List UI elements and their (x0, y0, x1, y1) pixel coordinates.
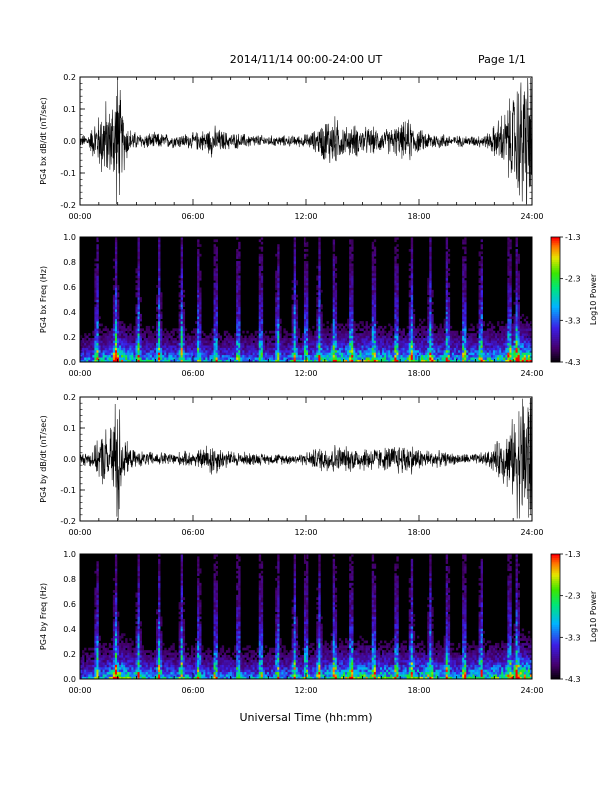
panel-3-series-line (79, 397, 533, 520)
panel-1-xtick-label: 18:00 (407, 212, 430, 221)
panel-3-xtick-label: 18:00 (407, 528, 430, 537)
panel-2-colorbar-tick: -1.3 (565, 233, 581, 242)
panel-2-xtick-label: 06:00 (181, 369, 204, 378)
panel-4-colorbar-label: Log10 Power (589, 590, 598, 642)
panel-2-spectrogram (80, 237, 533, 363)
panel-1-ytick-label: -0.2 (60, 201, 76, 210)
panel-2-ytick-label: 0.4 (63, 308, 76, 317)
panel-1-xtick-label: 00:00 (68, 212, 91, 221)
panel-4-colorbar: -1.3 -2.3 -3.3 -4.3 Log10 Power (550, 550, 598, 684)
panel-4-xtick-label: 00:00 (68, 686, 91, 695)
panel-3-ytick-label: -0.2 (60, 517, 76, 526)
panel-2-colorbar-label: Log10 Power (589, 273, 598, 325)
page-number: Page 1/1 (478, 53, 526, 66)
panel-2-ytick-label: 1.0 (63, 233, 76, 242)
panel-2-ytick-label: 0.2 (63, 333, 76, 342)
panel-2-axes: 00:00 06:00 12:00 18:00 24:00 1.0 0.8 0.6 0.4 0.2… (39, 233, 544, 378)
panel-3-ytick-label: -0.1 (60, 486, 76, 495)
panel-2-xtick-label: 00:00 (68, 369, 91, 378)
panel-4-ytick-label: 0.8 (63, 575, 76, 584)
panel-4-ylabel: PG4 by Freq (Hz) (39, 583, 48, 650)
panel-3-axes: 00:00 06:00 12:00 18:00 24:00 0.2 0.1 0.0 -0.1 -0… (39, 393, 544, 537)
panel-2-ylabel: PG4 bx Freq (Hz) (39, 266, 48, 333)
panel-1-ytick-label: 0.2 (63, 73, 76, 82)
panel-4-colorbar-tick: -2.3 (565, 592, 581, 601)
panel-4-xtick-label: 06:00 (181, 686, 204, 695)
panel-4-colorbar-tick: -4.3 (565, 675, 581, 684)
panel-1-xtick-label: 12:00 (294, 212, 317, 221)
panel-4-axes: 00:00 06:00 12:00 18:00 24:00 1.0 0.8 0.6 0.4 0.2… (39, 550, 544, 695)
panel-2-xtick-label: 18:00 (407, 369, 430, 378)
panel-1-ylabel: PG4 bx dB/dt (nT/sec) (39, 97, 48, 184)
panel-3-xtick-label: 06:00 (181, 528, 204, 537)
panel-2-ytick-label: 0.8 (63, 258, 76, 267)
panel-1-axes: 00:00 06:00 12:00 18:00 24:00 0.2 0.1 0.0 -0.1 -0… (39, 73, 544, 221)
panel-3-ylabel: PG4 by dB/dt (nT/sec) (39, 415, 48, 502)
x-axis-label: Universal Time (hh:mm) (239, 711, 373, 724)
panel-2-ytick-label: 0.6 (63, 283, 76, 292)
panel-2-colorbar: -1.3 -2.3 -3.3 -4.3 Log10 Power (550, 233, 598, 367)
panel-1-ytick-label: -0.1 (60, 169, 76, 178)
panel-3-xtick-label: 00:00 (68, 528, 91, 537)
panel-1-ytick-label: 0.1 (63, 105, 76, 114)
panel-3-ytick-label: 0.1 (63, 424, 76, 433)
panel-3-ytick-label: 0.2 (63, 393, 76, 402)
panel-1-ytick-label: 0.0 (63, 137, 76, 146)
panel-2-colorbar-tick: -2.3 (565, 275, 581, 284)
panel-4-spectrogram (80, 554, 533, 680)
panel-4-ytick-label: 0.2 (63, 650, 76, 659)
panel-2-xtick-label: 12:00 (294, 369, 317, 378)
panel-4-ytick-label: 1.0 (63, 550, 76, 559)
panel-1-xtick-label: 24:00 (520, 212, 543, 221)
panel-3-xtick-label: 12:00 (294, 528, 317, 537)
panel-4-colorbar-tick: -1.3 (565, 550, 581, 559)
panel-4-xtick-label: 24:00 (520, 686, 543, 695)
panel-3-xtick-label: 24:00 (520, 528, 543, 537)
panel-4-ytick-label: 0.4 (63, 625, 76, 634)
panel-1-xtick-label: 06:00 (181, 212, 204, 221)
panel-2-ytick-label: 0.0 (63, 358, 76, 367)
panel-4-xtick-label: 18:00 (407, 686, 430, 695)
panel-3-ytick-label: 0.0 (63, 455, 76, 464)
page-title: 2014/11/14 00:00-24:00 UT (229, 53, 383, 66)
panel-4-colorbar-tick: -3.3 (565, 633, 581, 642)
panel-2-xtick-label: 24:00 (520, 369, 543, 378)
panel-2-colorbar-tick: -4.3 (565, 358, 581, 367)
panel-4-ytick-label: 0.6 (63, 600, 76, 609)
panel-4-xtick-label: 12:00 (294, 686, 317, 695)
panel-2-colorbar-tick: -3.3 (565, 316, 581, 325)
panel-4-ytick-label: 0.0 (63, 675, 76, 684)
panel-1-series-line (79, 77, 533, 205)
